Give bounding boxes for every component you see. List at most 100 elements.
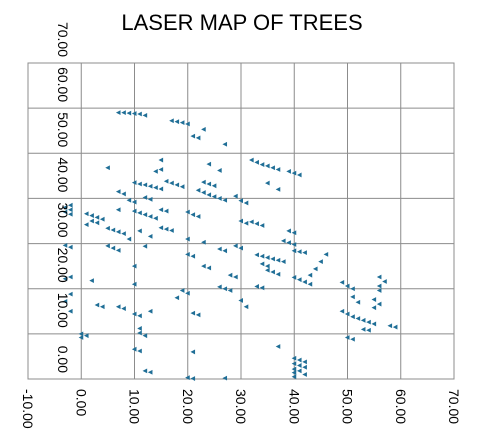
x-tick-label: 50.00	[340, 389, 356, 424]
data-point	[147, 369, 153, 375]
data-point	[158, 225, 164, 231]
y-tick-label: 0.00	[55, 346, 71, 373]
data-point	[163, 178, 169, 184]
data-point	[131, 311, 137, 317]
data-point	[387, 323, 393, 329]
data-point	[265, 180, 270, 186]
x-tick-label: 60.00	[393, 389, 409, 424]
x-tick-label: 10.00	[127, 389, 143, 424]
data-point	[291, 170, 297, 176]
data-point	[344, 283, 350, 289]
data-point	[217, 168, 222, 173]
data-point	[350, 314, 355, 320]
data-point	[137, 111, 142, 117]
x-axis-ticks: -10.00 0.00 10.00 20.00 30.00 40.00 50.00 60.00…	[20, 389, 462, 429]
data-point	[179, 184, 185, 190]
data-point	[233, 274, 238, 280]
data-point	[355, 316, 361, 321]
data-point	[259, 162, 265, 167]
data-point	[94, 214, 100, 220]
data-point	[131, 346, 137, 352]
data-point	[68, 244, 73, 250]
data-point	[147, 233, 153, 239]
data-point	[99, 304, 105, 310]
data-point	[275, 187, 281, 192]
data-point	[222, 375, 228, 381]
data-point	[137, 330, 142, 336]
y-tick-label: 70.00	[55, 22, 71, 57]
data-point	[291, 242, 297, 247]
data-point	[115, 247, 121, 253]
data-point	[131, 199, 137, 205]
data-point	[243, 304, 249, 310]
x-tick-label: 20.00	[180, 389, 196, 424]
data-point	[174, 182, 180, 188]
data-point	[254, 221, 259, 227]
data-point	[174, 295, 180, 301]
data-point	[291, 374, 297, 380]
data-point	[169, 118, 174, 124]
data-point	[185, 375, 190, 381]
data-point	[147, 308, 153, 314]
data-point	[185, 236, 190, 242]
data-point	[179, 288, 185, 293]
data-point	[190, 376, 196, 381]
data-point	[222, 248, 228, 254]
data-point	[344, 335, 350, 340]
data-point	[147, 183, 153, 189]
data-point	[195, 214, 201, 219]
y-tick-label: 40.00	[55, 157, 71, 192]
data-point	[153, 168, 158, 174]
data-point	[302, 364, 307, 370]
data-point	[254, 159, 259, 165]
data-point	[115, 207, 121, 213]
data-point	[115, 189, 121, 195]
x-tick-label: -10.00	[20, 389, 36, 429]
data-point	[217, 246, 222, 252]
data-point	[126, 197, 132, 203]
data-point	[275, 257, 281, 263]
data-point	[158, 186, 164, 192]
data-point	[392, 324, 398, 330]
data-point	[302, 250, 307, 255]
data-point	[94, 302, 100, 308]
data-point	[270, 165, 275, 171]
data-point	[265, 163, 270, 169]
y-tick-label: 20.00	[55, 248, 71, 283]
data-point	[147, 214, 153, 219]
data-point	[227, 272, 233, 278]
data-point	[153, 185, 158, 190]
data-point	[206, 192, 212, 198]
data-point	[296, 249, 302, 255]
data-point	[206, 161, 212, 167]
data-point	[376, 301, 382, 307]
data-point	[195, 135, 201, 141]
data-point	[291, 275, 297, 280]
data-point	[339, 279, 345, 285]
chart-title: LASER MAP OF TREES	[121, 10, 362, 35]
data-point	[275, 167, 281, 172]
data-point	[121, 231, 126, 237]
data-point	[185, 209, 190, 215]
data-point	[131, 281, 137, 287]
data-point	[296, 363, 302, 368]
data-point	[190, 253, 196, 259]
data-point	[254, 284, 259, 289]
data-point	[286, 228, 291, 234]
data-point	[68, 211, 73, 217]
data-point	[281, 259, 286, 265]
data-point	[296, 368, 302, 374]
data-point	[211, 194, 217, 200]
data-point	[142, 333, 148, 339]
data-point	[105, 243, 110, 249]
data-point	[142, 212, 148, 218]
data-point	[163, 208, 169, 214]
x-tick-label: 0.00	[73, 389, 89, 416]
data-point	[281, 238, 286, 244]
data-point	[83, 333, 89, 339]
data-point	[185, 252, 190, 257]
data-point	[89, 213, 94, 218]
grid	[27, 62, 455, 380]
data-point	[350, 336, 355, 342]
